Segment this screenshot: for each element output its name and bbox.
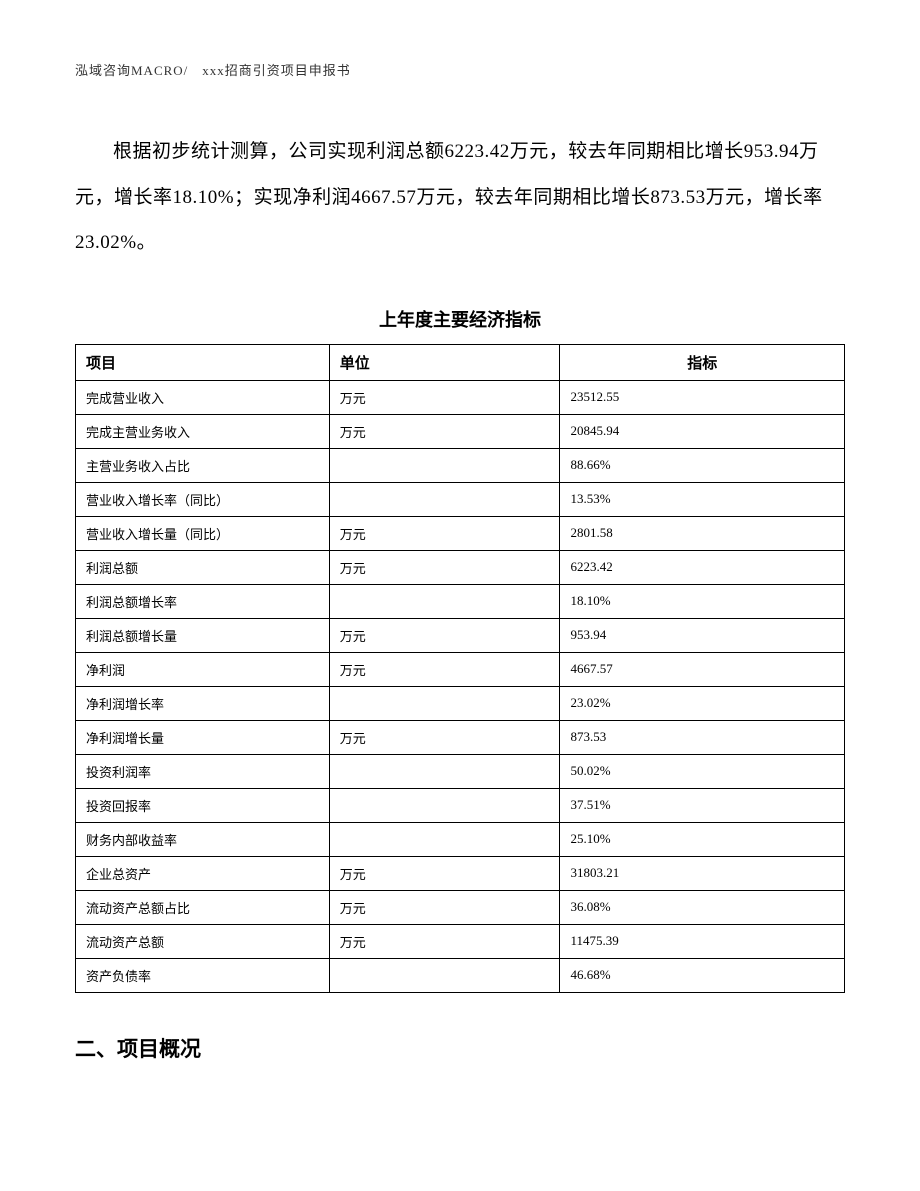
cell-item: 净利润 [76, 652, 330, 686]
cell-item: 完成主营业务收入 [76, 414, 330, 448]
cell-unit [329, 482, 560, 516]
cell-unit [329, 686, 560, 720]
cell-item: 净利润增长量 [76, 720, 330, 754]
section-heading: 二、项目概况 [75, 1033, 845, 1063]
cell-unit: 万元 [329, 414, 560, 448]
table-row: 营业收入增长率（同比） 13.53% [76, 482, 845, 516]
cell-item: 流动资产总额 [76, 924, 330, 958]
cell-unit: 万元 [329, 924, 560, 958]
table-row: 流动资产总额万元11475.39 [76, 924, 845, 958]
cell-value: 25.10% [560, 822, 845, 856]
table-row: 利润总额万元6223.42 [76, 550, 845, 584]
cell-unit: 万元 [329, 550, 560, 584]
header-value: 指标 [560, 344, 845, 380]
cell-value: 13.53% [560, 482, 845, 516]
table-row: 营业收入增长量（同比）万元2801.58 [76, 516, 845, 550]
cell-unit [329, 788, 560, 822]
table-row: 财务内部收益率 25.10% [76, 822, 845, 856]
table-row: 资产负债率 46.68% [76, 958, 845, 992]
cell-unit [329, 448, 560, 482]
cell-item: 投资利润率 [76, 754, 330, 788]
cell-value: 18.10% [560, 584, 845, 618]
header-unit: 单位 [329, 344, 560, 380]
cell-unit: 万元 [329, 856, 560, 890]
cell-item: 营业收入增长率（同比） [76, 482, 330, 516]
cell-item: 利润总额增长量 [76, 618, 330, 652]
cell-unit [329, 958, 560, 992]
cell-item: 财务内部收益率 [76, 822, 330, 856]
cell-unit: 万元 [329, 618, 560, 652]
cell-unit: 万元 [329, 720, 560, 754]
cell-value: 88.66% [560, 448, 845, 482]
table-row: 利润总额增长量万元953.94 [76, 618, 845, 652]
cell-item: 主营业务收入占比 [76, 448, 330, 482]
cell-value: 23.02% [560, 686, 845, 720]
cell-item: 投资回报率 [76, 788, 330, 822]
cell-value: 4667.57 [560, 652, 845, 686]
economic-indicators-table: 项目 单位 指标 完成营业收入万元23512.55完成主营业务收入万元20845… [75, 344, 845, 993]
cell-unit: 万元 [329, 380, 560, 414]
cell-value: 50.02% [560, 754, 845, 788]
header-item: 项目 [76, 344, 330, 380]
cell-value: 953.94 [560, 618, 845, 652]
summary-paragraph: 根据初步统计测算，公司实现利润总额6223.42万元，较去年同期相比增长953.… [75, 129, 845, 266]
cell-item: 流动资产总额占比 [76, 890, 330, 924]
cell-value: 11475.39 [560, 924, 845, 958]
table-title: 上年度主要经济指标 [75, 306, 845, 332]
table-row: 投资利润率 50.02% [76, 754, 845, 788]
cell-item: 利润总额增长率 [76, 584, 330, 618]
cell-unit [329, 822, 560, 856]
cell-unit [329, 754, 560, 788]
cell-value: 2801.58 [560, 516, 845, 550]
cell-item: 完成营业收入 [76, 380, 330, 414]
table-header-row: 项目 单位 指标 [76, 344, 845, 380]
cell-item: 企业总资产 [76, 856, 330, 890]
table-row: 利润总额增长率 18.10% [76, 584, 845, 618]
table-row: 净利润万元4667.57 [76, 652, 845, 686]
cell-value: 6223.42 [560, 550, 845, 584]
cell-item: 净利润增长率 [76, 686, 330, 720]
cell-value: 23512.55 [560, 380, 845, 414]
cell-unit: 万元 [329, 652, 560, 686]
table-row: 主营业务收入占比 88.66% [76, 448, 845, 482]
cell-item: 利润总额 [76, 550, 330, 584]
cell-unit: 万元 [329, 890, 560, 924]
cell-value: 36.08% [560, 890, 845, 924]
cell-value: 873.53 [560, 720, 845, 754]
table-row: 企业总资产万元31803.21 [76, 856, 845, 890]
cell-value: 31803.21 [560, 856, 845, 890]
cell-item: 营业收入增长量（同比） [76, 516, 330, 550]
table-row: 投资回报率 37.51% [76, 788, 845, 822]
cell-value: 46.68% [560, 958, 845, 992]
cell-item: 资产负债率 [76, 958, 330, 992]
cell-value: 37.51% [560, 788, 845, 822]
page-header: 泓域咨询MACRO/ xxx招商引资项目申报书 [75, 60, 845, 79]
table-row: 完成主营业务收入万元20845.94 [76, 414, 845, 448]
cell-unit [329, 584, 560, 618]
table-row: 流动资产总额占比万元36.08% [76, 890, 845, 924]
cell-unit: 万元 [329, 516, 560, 550]
table-row: 完成营业收入万元23512.55 [76, 380, 845, 414]
table-row: 净利润增长量万元873.53 [76, 720, 845, 754]
table-row: 净利润增长率 23.02% [76, 686, 845, 720]
cell-value: 20845.94 [560, 414, 845, 448]
